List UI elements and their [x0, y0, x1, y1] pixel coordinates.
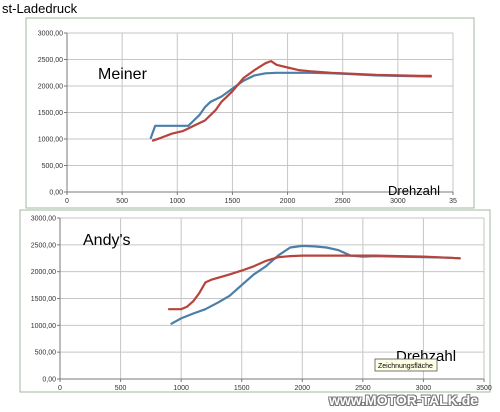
x-tick-label: 1000: [173, 385, 189, 392]
x-axis-label: Drehzahl: [388, 183, 440, 198]
y-tick-label: 2000,00: [38, 84, 63, 91]
y-tick-label: 0,00: [49, 190, 63, 197]
y-tick-label: 500,00: [42, 163, 64, 170]
y-tick-label: 1000,00: [31, 323, 56, 330]
x-tick-label: 0: [65, 198, 69, 205]
y-tick-label: 2000,00: [31, 269, 56, 276]
chart-2: 0 500 1000 1500 2000 2500 3000 3500 0,00 500,00 10…: [19, 209, 492, 393]
x-tick-label: 35: [449, 198, 457, 205]
x-tick-label: 1500: [225, 198, 241, 205]
tooltip-box: [374, 358, 438, 372]
series-line-red: [151, 59, 432, 142]
x-tick-label: 1500: [234, 385, 250, 392]
y-tick-label: 3000,00: [31, 216, 56, 223]
x-tick-label: 0: [58, 385, 62, 392]
x-tick-label: 500: [115, 385, 127, 392]
x-tick-label: 1000: [169, 198, 185, 205]
y-tick-label: 3000,00: [38, 31, 63, 38]
x-tick-label: 2000: [294, 385, 310, 392]
chart-title: Andy's: [83, 232, 131, 249]
x-tick-label: 3500: [476, 385, 492, 392]
chart-title: Meiner: [98, 66, 148, 83]
x-tick-label: 2500: [335, 198, 351, 205]
x-tick-label: 2500: [355, 385, 371, 392]
page-title: st-Ladedruck: [2, 1, 78, 16]
y-tick-label: 0,00: [42, 377, 56, 384]
tooltip-label: Zeichnungsfläche: [378, 363, 433, 370]
y-tick-label: 2500,00: [31, 242, 56, 249]
y-tick-label: 1500,00: [31, 296, 56, 303]
y-tick-label: 2500,00: [38, 57, 63, 64]
x-tick-label: 2000: [280, 198, 296, 205]
chart-1: 0 500 1000 1500 2000 2500 3000 35 0,00 500,00 1000…: [25, 17, 475, 209]
x-tick-label: 3000: [416, 385, 432, 392]
series-line-red: [167, 254, 461, 311]
y-tick-label: 1500,00: [38, 110, 63, 117]
y-tick-label: 1000,00: [38, 137, 63, 144]
x-tick-label: 3000: [390, 198, 406, 205]
watermark: www.MOTOR-TALK.de: [329, 392, 479, 408]
x-tick-label: 500: [116, 198, 128, 205]
y-tick-label: 500,00: [35, 350, 57, 357]
